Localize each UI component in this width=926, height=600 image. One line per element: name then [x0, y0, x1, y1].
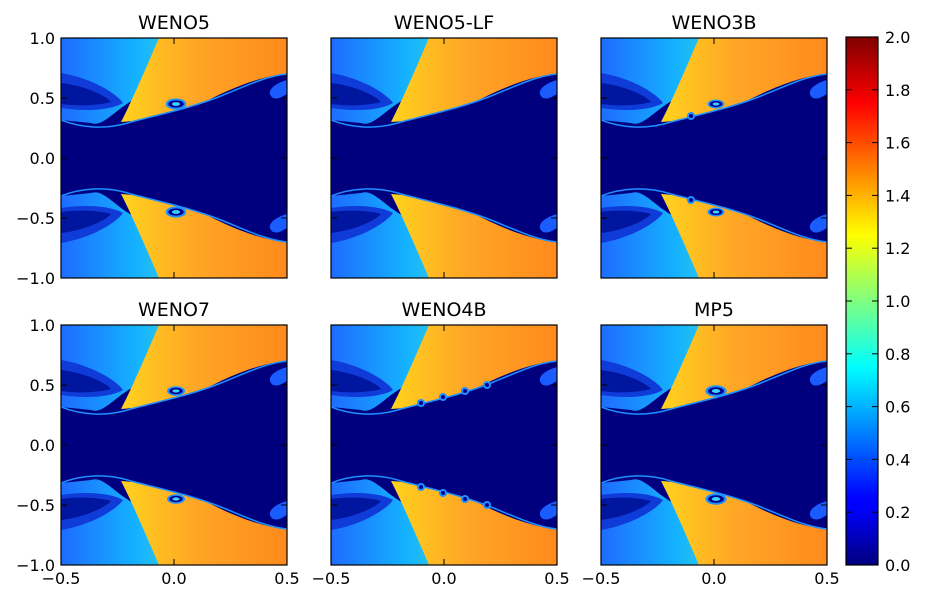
x-tick-label: 0.5 — [814, 569, 839, 588]
y-tick-label: −0.5 — [16, 496, 55, 515]
colorbar: 2.0 1.8 1.6 1.4 1.2 1.0 0.8 0.6 0.4 0.2 0.0 — [845, 28, 910, 575]
density-field — [601, 325, 827, 565]
colorbar-tick-label: 0.6 — [885, 398, 910, 417]
panel-title: MP5 — [694, 299, 734, 321]
density-field — [331, 38, 557, 278]
density-field — [61, 325, 287, 565]
density-field — [61, 38, 287, 278]
panel-weno5: WENO5 1.0 0.5 0.0 −0.5 −1.0 — [16, 12, 288, 288]
colorbar-tick-label: 1.0 — [885, 292, 910, 311]
y-tick-label: 1.0 — [30, 29, 55, 48]
colorbar-tick-label: 0.8 — [885, 345, 910, 364]
y-tick-label: 0.5 — [30, 89, 55, 108]
colorbar-tick-label: 0.2 — [885, 503, 910, 522]
x-tick-label: 0.5 — [274, 569, 299, 588]
panel-title: WENO3B — [671, 12, 756, 34]
y-tick-label: −1.0 — [16, 269, 55, 288]
panel-weno3b: WENO3B — [600, 12, 828, 279]
panel-title: WENO7 — [138, 299, 210, 321]
x-tick-label: 0.0 — [161, 569, 186, 588]
density-field — [331, 325, 557, 565]
x-tick-label: 0.0 — [431, 569, 456, 588]
y-tick-label: 1.0 — [30, 316, 55, 335]
y-tick-label: 0.5 — [30, 376, 55, 395]
panel-weno4b: WENO4B −0.5 0.0 0.5 — [312, 299, 570, 588]
panel-title: WENO5 — [138, 12, 210, 34]
x-tick-label: 0.5 — [544, 569, 569, 588]
x-tick-label: 0.0 — [701, 569, 726, 588]
y-tick-label: 0.0 — [30, 149, 55, 168]
panel-mp5: MP5 −0.5 0.0 0.5 — [582, 299, 840, 588]
x-tick-label: −0.5 — [42, 569, 81, 588]
x-tick-label: −0.5 — [582, 569, 621, 588]
y-tick-label: −1.0 — [16, 556, 55, 575]
colorbar-tick-label: 1.2 — [885, 239, 910, 258]
y-tick-label: −0.5 — [16, 209, 55, 228]
colorbar-tick-label: 0.0 — [885, 556, 910, 575]
panel-weno5-lf: WENO5-LF — [330, 12, 558, 279]
density-field — [601, 38, 827, 278]
colorbar-tick-label: 0.4 — [885, 450, 910, 469]
colorbar-tick-label: 2.0 — [885, 28, 910, 47]
x-tick-label: −0.5 — [312, 569, 351, 588]
panel-title: WENO5-LF — [394, 12, 494, 34]
colorbar-tick-label: 1.4 — [885, 186, 910, 205]
y-tick-label: 0.0 — [30, 436, 55, 455]
colorbar-tick-label: 1.8 — [885, 81, 910, 100]
panel-title: WENO4B — [401, 299, 486, 321]
colorbar-tick-label: 1.6 — [885, 134, 910, 153]
